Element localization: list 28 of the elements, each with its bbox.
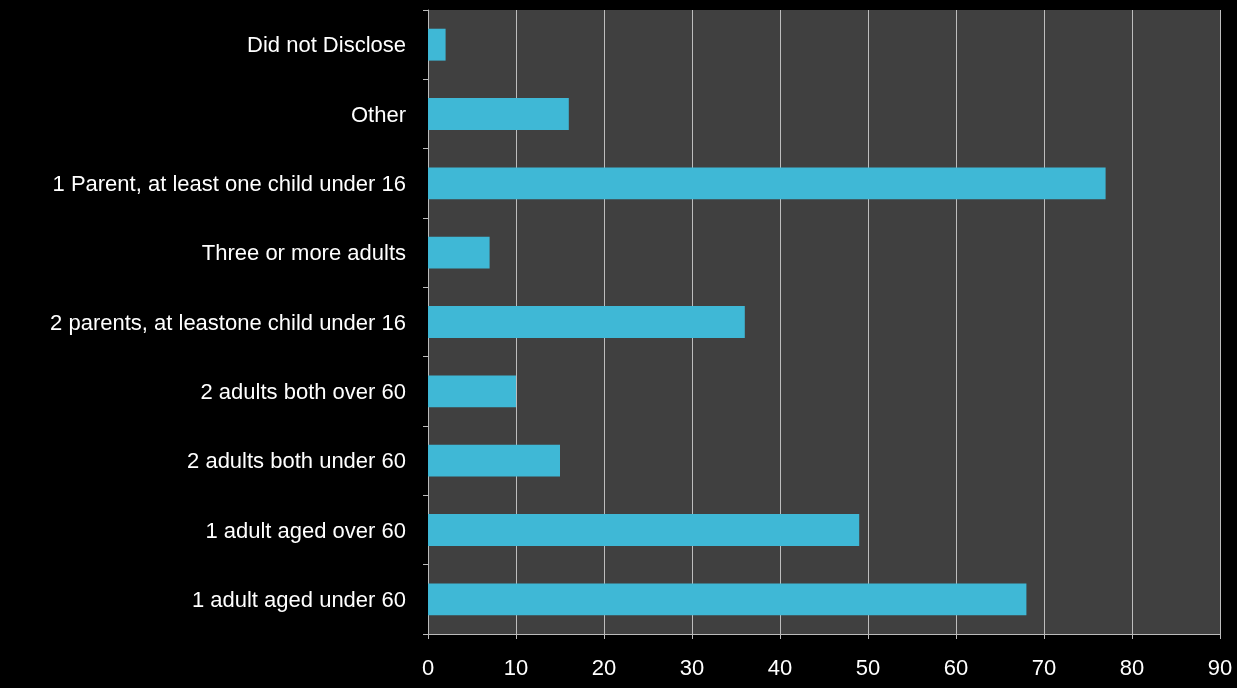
y-tick-label: 1 adult aged over 60 bbox=[205, 517, 406, 543]
x-tick-label: 70 bbox=[1031, 654, 1057, 680]
y-tick-label: Did not Disclose bbox=[247, 32, 406, 58]
x-tick-label: 10 bbox=[503, 654, 529, 680]
bar bbox=[428, 375, 516, 408]
bar bbox=[428, 514, 860, 546]
y-tick-label: Three or more adults bbox=[201, 240, 406, 266]
bar bbox=[428, 167, 1106, 200]
y-tick-label: 2 adults both over 60 bbox=[200, 378, 406, 404]
bar bbox=[428, 28, 446, 61]
x-tick-label: 0 bbox=[421, 654, 435, 680]
bar bbox=[428, 236, 490, 269]
x-tick-label: 30 bbox=[679, 654, 705, 680]
x-tick-label: 60 bbox=[943, 654, 969, 680]
x-tick-label: 90 bbox=[1207, 654, 1233, 680]
y-tick-label: 1 Parent, at least one child under 16 bbox=[52, 170, 406, 196]
x-tick-label: 40 bbox=[767, 654, 793, 680]
bar bbox=[428, 444, 560, 477]
bar bbox=[428, 583, 1027, 616]
bar bbox=[428, 98, 569, 130]
x-tick-label: 20 bbox=[591, 654, 617, 680]
y-tick-label: 1 adult aged under 60 bbox=[191, 586, 406, 612]
bar bbox=[428, 306, 745, 338]
y-tick-label: 2 parents, at leastone child under 16 bbox=[50, 309, 406, 335]
y-tick-label: Other bbox=[350, 101, 406, 127]
x-tick-label: 50 bbox=[855, 654, 881, 680]
x-tick-label: 80 bbox=[1119, 654, 1145, 680]
y-tick-label: 2 adults both under 60 bbox=[187, 448, 406, 474]
